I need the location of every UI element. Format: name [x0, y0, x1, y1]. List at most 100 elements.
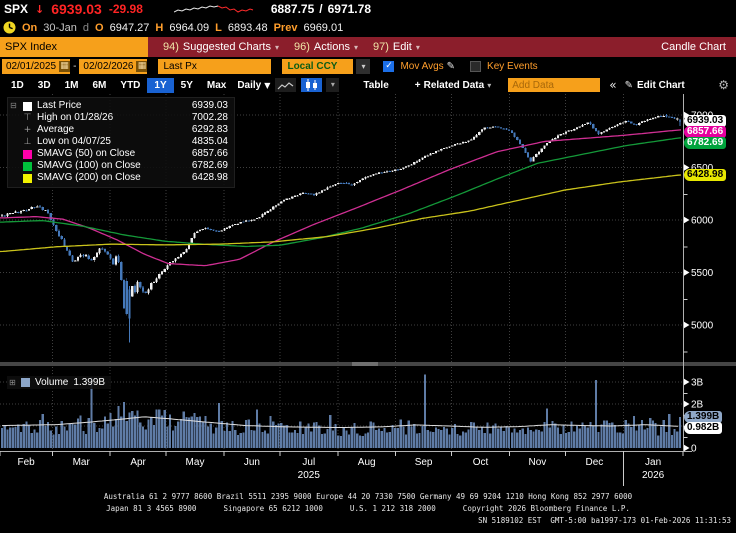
menu-key: 96): [294, 41, 310, 53]
footer-phones-line2: Japan 81 3 4565 8900 Singapore 65 6212 1…: [0, 503, 736, 515]
frequency-select[interactable]: Daily ▼: [237, 80, 270, 91]
delayed-clock-icon: [3, 21, 16, 34]
mov-avgs-edit-icon[interactable]: ✎: [447, 61, 455, 72]
menu-item-edit[interactable]: 97)Edit▾: [373, 41, 420, 53]
currency-select[interactable]: Local CCY: [282, 59, 353, 74]
calendar-icon[interactable]: ▦: [59, 61, 70, 72]
chart-area[interactable]: 700065006000550050003B2B0FebMarAprMayJun…: [0, 94, 736, 488]
date-from-field[interactable]: 02/01/2025 ▦: [2, 59, 70, 74]
price-tick-label: 5000: [691, 321, 714, 332]
chart-style-dropdown-icon[interactable]: ▾: [326, 78, 339, 92]
menu-bar: SPX Index 94)Suggested Charts▾ 96)Actions…: [0, 37, 736, 57]
legend-value: 7002.28: [192, 112, 228, 124]
month-label: Sep: [415, 457, 433, 468]
legend-collapse-icon[interactable]: ⊟: [10, 100, 17, 112]
month-label: Feb: [17, 457, 35, 468]
month-label: Apr: [130, 457, 146, 468]
low-label: L: [215, 22, 222, 34]
volume-legend-label: Volume: [35, 377, 68, 388]
volume-avg-chip: 0.982B: [684, 422, 722, 434]
plus-icon: +: [415, 80, 421, 91]
period-tab-1y[interactable]: 1Y: [147, 78, 173, 93]
intraday-sparkline: [174, 2, 256, 17]
quote-header: SPX ↓ 6939.03 -29.98 6887.75 / 6971.78: [0, 0, 736, 18]
table-button[interactable]: Table: [363, 80, 388, 91]
volume-tick-label: 3B: [691, 378, 704, 389]
panel-divider[interactable]: [0, 362, 736, 366]
legend-swatch: [23, 162, 32, 171]
collapse-panel-icon[interactable]: «: [609, 78, 616, 92]
chevron-down-icon: ▾: [416, 43, 420, 52]
settings-gear-icon[interactable]: ⚙: [718, 78, 736, 92]
session-frequency: d: [83, 22, 89, 34]
price-tick-label: 6000: [691, 216, 714, 227]
legend-value: 6292.83: [192, 124, 228, 136]
menu-items: 94)Suggested Charts▾ 96)Actions▾ 97)Edit▾: [148, 41, 420, 53]
month-label: Nov: [529, 457, 547, 468]
line-chart-button[interactable]: [275, 78, 296, 92]
period-tab-max[interactable]: Max: [200, 78, 233, 93]
legend-value: 4835.04: [192, 136, 228, 148]
menu-item-suggested-charts[interactable]: 94)Suggested Charts▾: [163, 41, 279, 53]
footer-phones-line1: Australia 61 2 9777 8600 Brazil 5511 239…: [0, 491, 736, 503]
security-field[interactable]: SPX Index: [0, 37, 148, 57]
price-field-select[interactable]: Last Px: [158, 59, 271, 74]
edit-chart-pencil-icon[interactable]: ✎: [625, 80, 633, 91]
open-label: O: [95, 22, 104, 34]
open-value: 6947.27: [110, 22, 150, 34]
key-events-label[interactable]: Key Events: [487, 61, 538, 72]
day-range: 6887.75 / 6971.78: [271, 2, 371, 16]
session-date: 30-Jan: [43, 22, 77, 34]
period-tab-6m[interactable]: 6M: [86, 78, 114, 93]
edit-chart-button[interactable]: Edit Chart: [637, 80, 685, 91]
chevron-down-icon: ▾: [487, 81, 491, 90]
add-data-input[interactable]: [508, 78, 600, 92]
period-tab-3d[interactable]: 3D: [31, 78, 58, 93]
related-data-button[interactable]: + Related Data ▾: [415, 80, 491, 91]
key-events-checkbox[interactable]: [470, 61, 481, 72]
mov-avgs-checkbox[interactable]: ✓: [383, 61, 394, 72]
year-label: 2026: [642, 470, 665, 481]
period-tab-1m[interactable]: 1M: [58, 78, 86, 93]
legend-label: High on 01/28/26: [37, 112, 113, 124]
date-to-field[interactable]: 02/02/2026 ▦: [79, 59, 147, 74]
legend-value: 6857.66: [192, 148, 228, 160]
volume-legend-expand-icon[interactable]: ⊞: [9, 378, 16, 387]
chart-type-label: Candle Chart: [661, 41, 736, 53]
range-toolbar: 02/01/2025 ▦ - 02/02/2026 ▦ Last Px Loca…: [0, 57, 736, 76]
legend-label: SMAVG (100) on Close: [37, 160, 141, 172]
low-value: 6893.48: [228, 22, 268, 34]
last-price: 6939.03: [51, 1, 102, 17]
frequency-label: Daily: [237, 80, 261, 91]
date-from-value: 02/01/2025: [6, 61, 56, 72]
month-label: Aug: [358, 457, 376, 468]
high-value: 6964.09: [169, 22, 209, 34]
range-high: 6971.78: [328, 2, 371, 16]
menu-item-actions[interactable]: 96)Actions▾: [294, 41, 358, 53]
legend-marker-icon: ⊥: [23, 136, 32, 148]
month-label: May: [186, 457, 205, 468]
period-tab-5y[interactable]: 5Y: [174, 78, 200, 93]
year-label: 2025: [298, 470, 321, 481]
menu-label: Suggested Charts: [183, 41, 271, 53]
month-label: Mar: [73, 457, 91, 468]
legend-value: 6782.69: [192, 160, 228, 172]
legend-marker-icon: +: [23, 124, 32, 136]
period-tab-ytd[interactable]: YTD: [113, 78, 147, 93]
period-tab-1d[interactable]: 1D: [4, 78, 31, 93]
calendar-icon[interactable]: ▦: [136, 61, 147, 72]
legend-value: 6428.98: [192, 172, 228, 184]
footer-session-info: SN 5189102 EST GMT-5:00 ba1997-173 01-Fe…: [0, 515, 736, 527]
mov-avgs-label[interactable]: Mov Avgs: [400, 61, 443, 72]
range-separator: /: [319, 2, 322, 16]
candle-chart-button[interactable]: [301, 78, 322, 92]
session-header: On 30-Jan d O 6947.27 H 6964.09 L 6893.4…: [0, 18, 736, 37]
date-range-dash: -: [73, 61, 76, 72]
currency-dropdown-icon[interactable]: ▾: [356, 59, 370, 74]
